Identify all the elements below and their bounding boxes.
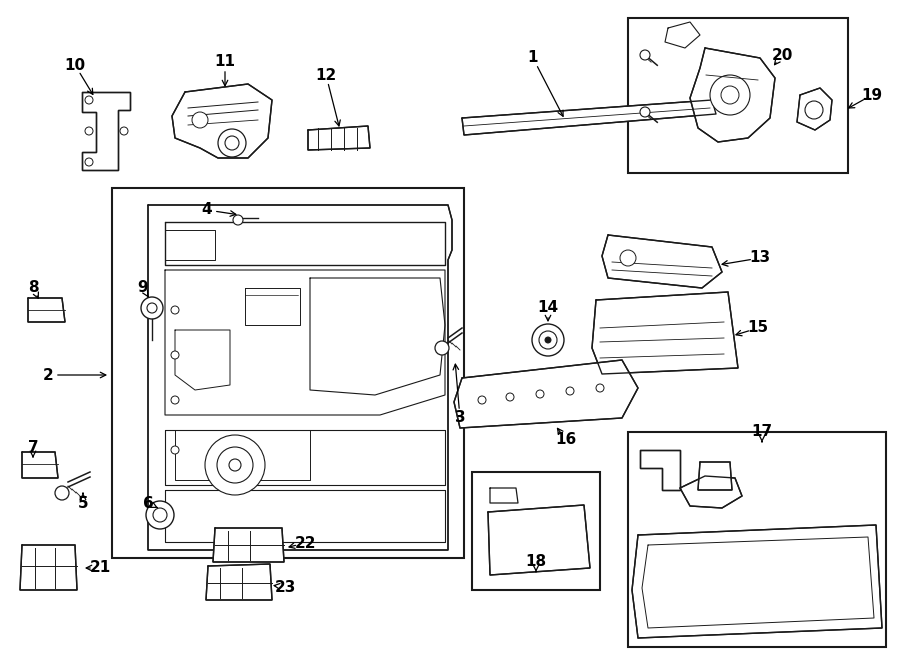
Text: 2: 2 <box>42 367 53 383</box>
Text: 23: 23 <box>274 579 296 594</box>
Circle shape <box>171 306 179 314</box>
Circle shape <box>620 250 636 266</box>
Polygon shape <box>602 235 722 288</box>
Bar <box>112 188 464 558</box>
Polygon shape <box>488 505 590 575</box>
Circle shape <box>545 337 551 343</box>
Polygon shape <box>640 450 680 490</box>
Text: 15: 15 <box>747 320 769 336</box>
Text: 1: 1 <box>527 50 538 66</box>
Circle shape <box>229 459 241 471</box>
Polygon shape <box>308 126 370 150</box>
Circle shape <box>596 384 604 392</box>
Circle shape <box>171 351 179 359</box>
Circle shape <box>192 112 208 128</box>
Polygon shape <box>82 92 130 170</box>
Text: 14: 14 <box>537 301 559 316</box>
Polygon shape <box>206 564 272 600</box>
Text: 22: 22 <box>294 536 316 551</box>
Circle shape <box>55 486 69 500</box>
Text: 4: 4 <box>202 203 212 218</box>
Bar <box>628 18 848 173</box>
Circle shape <box>640 107 650 117</box>
Polygon shape <box>680 476 742 508</box>
Polygon shape <box>22 452 58 478</box>
Circle shape <box>532 324 564 356</box>
Circle shape <box>805 101 823 119</box>
Text: 11: 11 <box>214 54 236 70</box>
Circle shape <box>153 508 167 522</box>
Text: 9: 9 <box>138 281 148 295</box>
Circle shape <box>147 303 157 313</box>
Circle shape <box>710 75 750 115</box>
Polygon shape <box>28 298 65 322</box>
Circle shape <box>536 390 544 398</box>
Circle shape <box>640 50 650 60</box>
Polygon shape <box>148 205 452 550</box>
Text: 3: 3 <box>454 410 465 426</box>
Polygon shape <box>632 525 882 638</box>
Text: 13: 13 <box>750 250 770 265</box>
Polygon shape <box>698 462 732 490</box>
Circle shape <box>435 341 449 355</box>
Polygon shape <box>454 360 638 428</box>
Text: 8: 8 <box>28 279 39 295</box>
Circle shape <box>171 446 179 454</box>
Circle shape <box>539 331 557 349</box>
Circle shape <box>205 435 265 495</box>
Polygon shape <box>172 84 272 158</box>
Circle shape <box>225 136 239 150</box>
Text: 5: 5 <box>77 495 88 510</box>
Text: 6: 6 <box>142 495 153 510</box>
Circle shape <box>721 86 739 104</box>
Text: 17: 17 <box>752 424 772 440</box>
Circle shape <box>85 127 93 135</box>
Text: 19: 19 <box>861 87 883 103</box>
Text: 20: 20 <box>771 48 793 62</box>
Polygon shape <box>213 528 284 562</box>
Circle shape <box>218 129 246 157</box>
Polygon shape <box>797 88 832 130</box>
Circle shape <box>171 396 179 404</box>
Circle shape <box>141 297 163 319</box>
Text: 21: 21 <box>89 561 111 575</box>
Polygon shape <box>20 545 77 590</box>
Circle shape <box>85 158 93 166</box>
Circle shape <box>233 215 243 225</box>
Circle shape <box>146 501 174 529</box>
Circle shape <box>478 396 486 404</box>
Circle shape <box>217 447 253 483</box>
Text: 10: 10 <box>65 58 86 73</box>
Polygon shape <box>592 292 738 374</box>
Text: 12: 12 <box>315 68 337 83</box>
Text: 16: 16 <box>555 432 577 448</box>
Text: 18: 18 <box>526 555 546 569</box>
Circle shape <box>506 393 514 401</box>
Circle shape <box>566 387 574 395</box>
Text: 7: 7 <box>28 440 39 455</box>
Bar <box>628 432 886 647</box>
Polygon shape <box>690 48 775 142</box>
Circle shape <box>85 96 93 104</box>
Polygon shape <box>462 100 716 135</box>
Bar <box>472 472 600 590</box>
Circle shape <box>120 127 128 135</box>
